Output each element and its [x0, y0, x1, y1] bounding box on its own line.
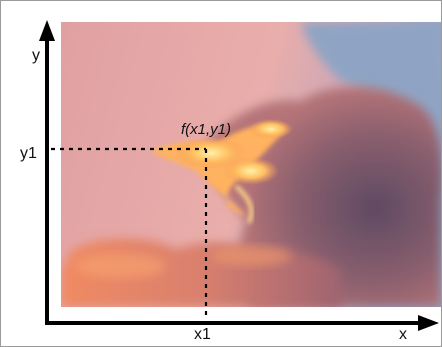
- x-axis-label: x: [399, 326, 407, 343]
- x1-tick-label: x1: [194, 326, 211, 343]
- pixel-value-label: f(x1,y1): [181, 121, 232, 138]
- y-axis-arrowhead: [39, 20, 55, 41]
- x-axis-arrowhead: [418, 315, 439, 331]
- y1-tick-label: y1: [20, 145, 37, 162]
- y-axis-label: y: [32, 47, 40, 64]
